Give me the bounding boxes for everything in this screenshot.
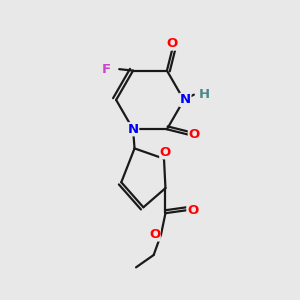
Text: O: O [187,204,198,217]
Text: N: N [128,123,139,136]
Text: O: O [188,128,200,141]
Text: H: H [199,88,210,101]
Text: O: O [160,146,171,159]
Text: O: O [149,228,160,241]
Text: N: N [180,93,191,106]
Text: O: O [167,37,178,50]
Text: F: F [102,63,111,76]
